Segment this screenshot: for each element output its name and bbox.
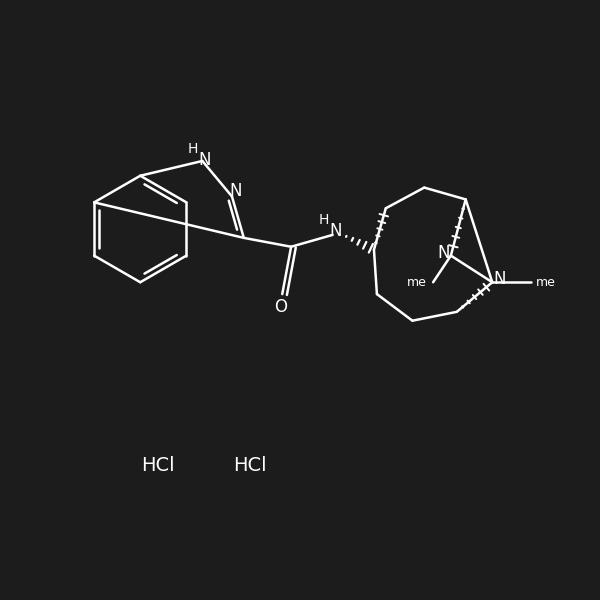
Text: me: me [407, 276, 427, 289]
Text: N: N [493, 270, 506, 288]
Text: N: N [329, 223, 342, 241]
Text: HCl: HCl [233, 456, 266, 475]
Text: N: N [229, 182, 242, 200]
Text: O: O [275, 298, 287, 316]
Text: H: H [319, 213, 329, 227]
Text: N: N [437, 244, 450, 262]
Text: me: me [536, 276, 556, 289]
Text: N: N [199, 151, 211, 169]
Text: H: H [187, 142, 197, 156]
Text: HCl: HCl [141, 456, 175, 475]
